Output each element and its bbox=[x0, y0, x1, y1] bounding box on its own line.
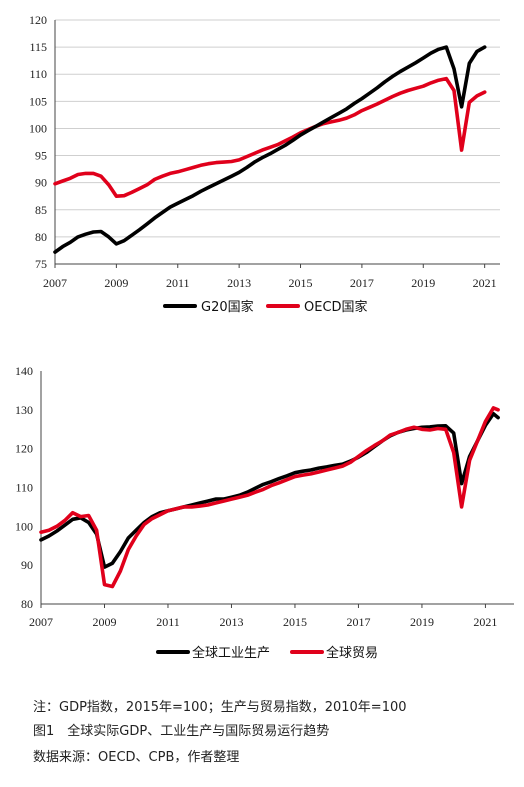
x-tick-label: 2009 bbox=[92, 615, 116, 629]
y-tick-label: 95 bbox=[35, 149, 47, 163]
series-line-black bbox=[53, 45, 487, 254]
figure-title: 图1 全球实际GDP、工业生产与国际贸易运行趋势 bbox=[33, 724, 330, 739]
x-tick-label: 2019 bbox=[411, 276, 435, 290]
x-tick-label: 2007 bbox=[29, 615, 53, 629]
y-tick-label: 115 bbox=[29, 40, 47, 54]
y-tick-label: 90 bbox=[35, 176, 47, 190]
legend-label: 全球贸易 bbox=[326, 645, 378, 661]
x-tick-label: 2009 bbox=[104, 276, 128, 290]
y-tick-label: 90 bbox=[21, 558, 33, 572]
y-tick-label: 110 bbox=[15, 481, 33, 495]
x-tick-label: 2021 bbox=[473, 615, 497, 629]
figure-source: 数据来源：OECD、CPB，作者整理 bbox=[33, 750, 240, 765]
x-tick-label: 2013 bbox=[219, 615, 243, 629]
series-line-black bbox=[39, 411, 500, 569]
x-tick-label: 2007 bbox=[43, 276, 67, 290]
x-tick-label: 2015 bbox=[283, 615, 307, 629]
x-tick-label: 2017 bbox=[346, 615, 370, 629]
y-tick-label: 100 bbox=[15, 519, 33, 533]
legend-label: G20国家 bbox=[201, 299, 254, 315]
y-tick-label: 110 bbox=[29, 67, 47, 81]
series-line-red bbox=[53, 76, 487, 198]
y-tick-label: 80 bbox=[21, 597, 33, 611]
y-tick-label: 105 bbox=[29, 94, 47, 108]
gdp-index-chart: 75 80 85 90 95 100 105 110 115 120 2007 2009 2011 201… bbox=[29, 13, 500, 315]
x-tick-label: 2015 bbox=[289, 276, 313, 290]
production-trade-chart: 80 90 100 110 120 130 140 2007 2009 2011 2013 2015 2… bbox=[15, 364, 514, 661]
y-tick-label: 85 bbox=[35, 203, 47, 217]
y-tick-label: 140 bbox=[15, 364, 33, 378]
y-tick-label: 75 bbox=[35, 257, 47, 271]
legend-label: 全球工业生产 bbox=[192, 645, 270, 661]
y-tick-label: 130 bbox=[15, 403, 33, 417]
y-tick-label: 120 bbox=[15, 442, 33, 456]
x-tick-label: 2021 bbox=[473, 276, 497, 290]
legend-label: OECD国家 bbox=[304, 299, 368, 315]
y-tick-label: 80 bbox=[35, 230, 47, 244]
series-line-red bbox=[39, 406, 500, 589]
figure-note: 注：GDP指数，2015年=100；生产与贸易指数，2010年=100 bbox=[33, 700, 407, 715]
x-tick-label: 2011 bbox=[156, 615, 180, 629]
x-tick-label: 2019 bbox=[410, 615, 434, 629]
x-tick-label: 2011 bbox=[166, 276, 190, 290]
y-tick-label: 100 bbox=[29, 121, 47, 135]
x-tick-label: 2017 bbox=[350, 276, 374, 290]
y-tick-label: 120 bbox=[29, 13, 47, 27]
x-tick-label: 2013 bbox=[227, 276, 251, 290]
